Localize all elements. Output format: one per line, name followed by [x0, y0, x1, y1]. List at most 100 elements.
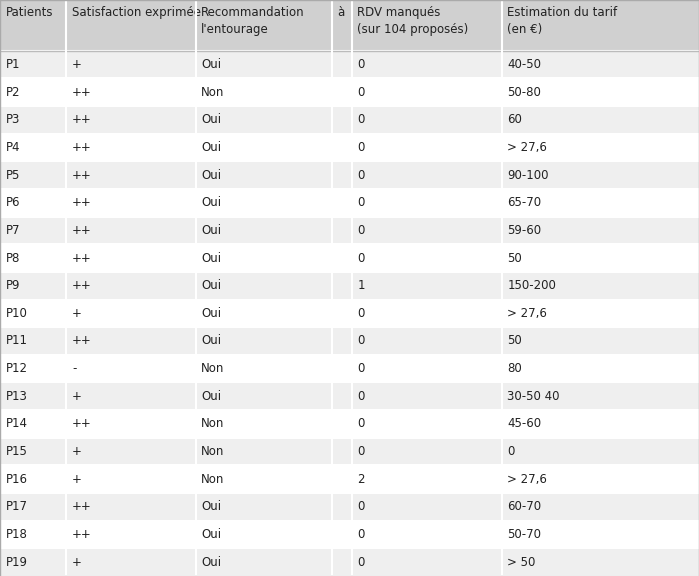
Bar — [502, 493, 699, 521]
Bar — [502, 548, 699, 576]
Bar — [66, 493, 196, 521]
Bar — [196, 0, 332, 51]
Bar — [66, 548, 196, 576]
Text: +: + — [72, 58, 82, 71]
Text: P5: P5 — [6, 169, 20, 181]
Text: Non: Non — [201, 418, 224, 430]
Bar — [502, 355, 699, 382]
Text: 0: 0 — [357, 58, 365, 71]
Text: ++: ++ — [72, 141, 92, 154]
Text: Oui: Oui — [201, 252, 222, 264]
Text: P6: P6 — [6, 196, 20, 209]
Text: P19: P19 — [6, 556, 27, 569]
Text: +: + — [72, 390, 82, 403]
Text: P15: P15 — [6, 445, 27, 458]
Text: Oui: Oui — [201, 390, 222, 403]
Text: P3: P3 — [6, 113, 20, 126]
Text: 0: 0 — [357, 528, 365, 541]
Text: ++: ++ — [72, 501, 92, 513]
Bar — [352, 0, 502, 51]
Bar — [66, 465, 196, 493]
Bar — [0, 493, 66, 521]
Text: 2: 2 — [357, 473, 365, 486]
Bar — [502, 438, 699, 465]
Bar — [502, 521, 699, 548]
Text: 0: 0 — [357, 196, 365, 209]
Bar — [0, 134, 66, 161]
Text: P9: P9 — [6, 279, 20, 292]
Bar — [332, 355, 352, 382]
Text: 30-50 40: 30-50 40 — [507, 390, 560, 403]
Bar — [0, 355, 66, 382]
Bar — [502, 327, 699, 355]
Text: > 27,6: > 27,6 — [507, 307, 547, 320]
Text: > 50: > 50 — [507, 556, 536, 569]
Bar — [0, 106, 66, 134]
Text: RDV manqués
(sur 104 proposés): RDV manqués (sur 104 proposés) — [357, 6, 468, 36]
Text: 0: 0 — [357, 362, 365, 375]
Text: Estimation du tarif
(en €): Estimation du tarif (en €) — [507, 6, 618, 36]
Text: P14: P14 — [6, 418, 27, 430]
Text: 0: 0 — [357, 86, 365, 98]
Bar — [66, 410, 196, 438]
Bar — [196, 134, 332, 161]
Text: P4: P4 — [6, 141, 20, 154]
Text: Oui: Oui — [201, 58, 222, 71]
Bar — [332, 327, 352, 355]
Text: +: + — [72, 556, 82, 569]
Bar — [352, 106, 502, 134]
Bar — [0, 78, 66, 106]
Bar — [66, 382, 196, 410]
Bar — [66, 272, 196, 300]
Text: Oui: Oui — [201, 335, 222, 347]
Text: P10: P10 — [6, 307, 27, 320]
Text: 40-50: 40-50 — [507, 58, 542, 71]
Text: > 27,6: > 27,6 — [507, 473, 547, 486]
Bar — [196, 106, 332, 134]
Bar — [502, 217, 699, 244]
Bar — [352, 465, 502, 493]
Text: Non: Non — [201, 86, 224, 98]
Text: Oui: Oui — [201, 224, 222, 237]
Text: Oui: Oui — [201, 501, 222, 513]
Text: P16: P16 — [6, 473, 27, 486]
Bar — [502, 189, 699, 217]
Bar — [66, 134, 196, 161]
Bar — [66, 51, 196, 78]
Bar — [352, 493, 502, 521]
Text: Oui: Oui — [201, 279, 222, 292]
Text: +: + — [72, 307, 82, 320]
Bar — [0, 548, 66, 576]
Bar — [0, 465, 66, 493]
Bar — [66, 355, 196, 382]
Text: ++: ++ — [72, 418, 92, 430]
Bar — [332, 106, 352, 134]
Text: 0: 0 — [357, 335, 365, 347]
Text: 59-60: 59-60 — [507, 224, 542, 237]
Bar — [196, 465, 332, 493]
Text: ++: ++ — [72, 169, 92, 181]
Bar — [196, 521, 332, 548]
Bar — [196, 327, 332, 355]
Bar — [196, 217, 332, 244]
Bar — [502, 106, 699, 134]
Text: -: - — [72, 362, 76, 375]
Text: 60: 60 — [507, 113, 522, 126]
Text: Oui: Oui — [201, 556, 222, 569]
Text: Oui: Oui — [201, 307, 222, 320]
Text: ++: ++ — [72, 335, 92, 347]
Bar — [352, 244, 502, 272]
Bar — [332, 244, 352, 272]
Text: +: + — [72, 445, 82, 458]
Text: 50: 50 — [507, 335, 522, 347]
Text: ++: ++ — [72, 224, 92, 237]
Bar — [332, 134, 352, 161]
Text: Non: Non — [201, 362, 224, 375]
Text: Oui: Oui — [201, 169, 222, 181]
Text: P18: P18 — [6, 528, 27, 541]
Bar — [332, 521, 352, 548]
Bar — [66, 217, 196, 244]
Bar — [332, 438, 352, 465]
Bar — [196, 493, 332, 521]
Text: Satisfaction exprimée: Satisfaction exprimée — [72, 6, 201, 19]
